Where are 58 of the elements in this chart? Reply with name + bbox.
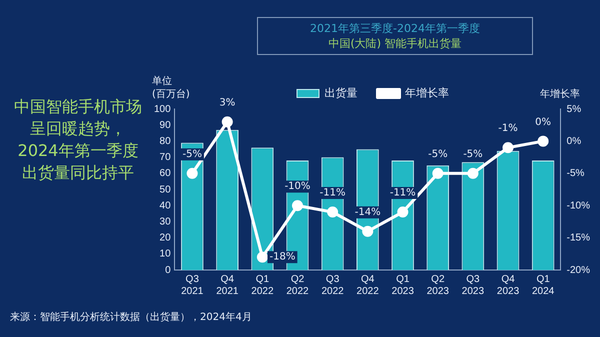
x-tick-label: Q4 2023 — [496, 274, 520, 297]
text: 中国智能手机市场呈回暖趋势，2024年第一季度出货量同比持平 — [13, 96, 143, 184]
x-tick-label: Q3 2022 — [321, 274, 344, 297]
y-axis-title: 单位 (百万台) — [152, 75, 191, 101]
point — [327, 206, 338, 218]
legend-label: 年增长率 — [405, 86, 449, 100]
x-tick-label: Q3 2023 — [462, 274, 484, 297]
legend-label: 出货量 — [324, 86, 358, 100]
point — [362, 226, 374, 237]
data-label: -14% — [354, 206, 381, 218]
point — [222, 116, 233, 128]
x-tick-label: Q4 2021 — [216, 274, 239, 297]
x-tick-label: Q2 2022 — [286, 274, 310, 297]
y2-tick-label: -10% — [566, 200, 590, 212]
y2-tick-label: 0% — [566, 136, 582, 147]
x-tick-label: Q4 2022 — [356, 274, 380, 297]
y2-tick-label: -5% — [566, 168, 585, 180]
data-label: -11% — [320, 188, 346, 199]
x-tick-label: Q3 2021 — [181, 274, 204, 297]
point — [292, 200, 303, 212]
source-note: 来源：智能手机分析统计数据（出货量），2024年4月 — [10, 310, 252, 324]
data-label: 3% — [219, 97, 236, 108]
point — [538, 136, 549, 147]
x-tick-label: Q2 2023 — [426, 274, 450, 297]
y2-tick-label: -20% — [566, 264, 590, 276]
data-label: -5% — [428, 148, 448, 160]
y-tick-label: 90 — [160, 120, 172, 131]
y-tick-label: 10 — [160, 248, 172, 260]
y-tick-label: 80 — [160, 136, 172, 147]
x-tick-label: Q1 2023 — [392, 274, 414, 297]
y-tick-label: 60 — [160, 168, 172, 180]
y-tick-label: 50 — [160, 184, 172, 196]
x-tick-label: Q1 2022 — [251, 274, 274, 297]
data-label: 0% — [535, 116, 552, 128]
y-tick-label: 70 — [160, 152, 172, 164]
x-tick-label: Q1 2024 — [532, 274, 555, 297]
chart-title: 2021年第三季度-2024年第一季度 — [309, 21, 481, 36]
y2-axis-title: 年增长率 — [540, 88, 580, 101]
chart-subtitle: 中国(大陆) 智能手机出货量 — [327, 36, 463, 51]
point — [467, 168, 478, 179]
y2-tick-label: -15% — [566, 232, 590, 244]
point — [502, 142, 514, 154]
data-label: -11% — [390, 188, 416, 199]
point — [397, 206, 408, 218]
y2-tick-label: 5% — [566, 104, 582, 115]
point — [186, 168, 198, 179]
y-tick-label: 100 — [154, 104, 172, 115]
data-label: -10% — [284, 181, 310, 192]
point — [256, 252, 268, 263]
data-label: -5% — [463, 148, 483, 160]
y-tick-label: 30 — [160, 216, 172, 228]
y-tick-label: 20 — [160, 232, 172, 244]
point — [432, 168, 444, 179]
data-label: -1% — [498, 123, 518, 134]
y-tick-label: 0 — [165, 264, 172, 276]
y-tick-label: 40 — [160, 200, 172, 212]
data-label: -5% — [182, 148, 202, 160]
data-label: -18% — [269, 252, 296, 263]
